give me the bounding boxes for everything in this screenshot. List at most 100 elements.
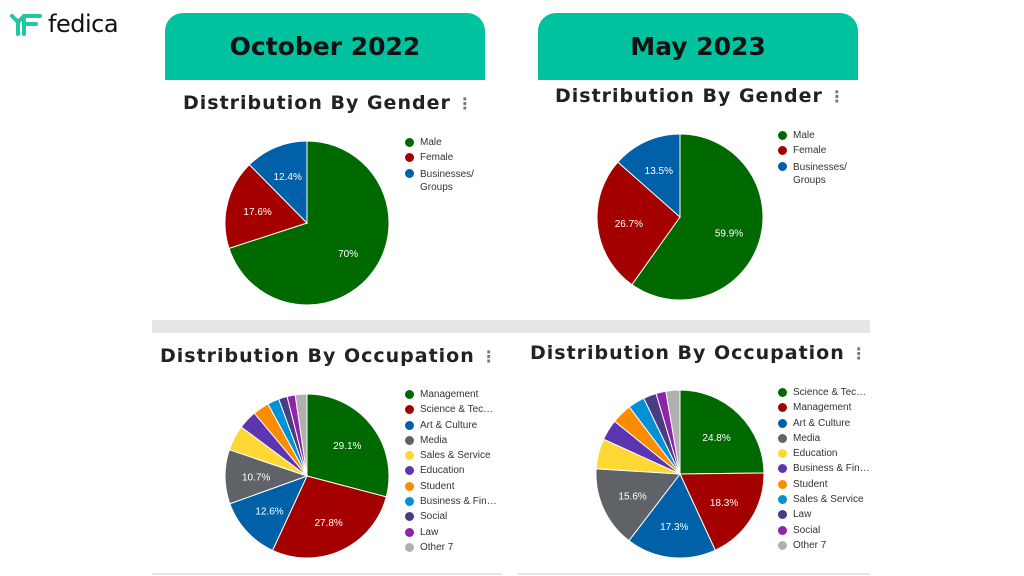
legend-item[interactable]: Science & Tec… <box>778 387 870 402</box>
legend-label: Education <box>793 448 838 460</box>
legend-label: Other 7 <box>420 541 454 553</box>
legend-label: Education <box>420 465 465 477</box>
pie-slice-male[interactable] <box>228 140 390 306</box>
legend: Male Female Businesses/ Groups <box>405 137 480 196</box>
fedica-logo: fedica <box>10 10 119 38</box>
legend-label: Science & Tec… <box>420 404 494 416</box>
legend-item[interactable]: Art & Culture <box>778 418 870 433</box>
legend-item[interactable]: Law <box>405 527 497 542</box>
legend-label: Sales & Service <box>420 450 491 462</box>
more-options-icon[interactable]: ⋮ <box>828 87 845 106</box>
data-label: 59.9% <box>715 229 743 240</box>
legend-label: Sales & Service <box>793 494 864 506</box>
legend-swatch <box>405 435 414 445</box>
legend-label: Media <box>420 434 448 446</box>
legend-label: Female <box>420 152 454 164</box>
legend-swatch <box>778 418 787 428</box>
legend-item[interactable]: Media <box>405 435 497 450</box>
pie-slice-female[interactable] <box>596 161 681 286</box>
more-options-icon[interactable]: ⋮ <box>480 347 497 366</box>
legend-item[interactable]: Business & Fin… <box>405 496 497 511</box>
legend-item[interactable]: Education <box>778 448 870 463</box>
legend: Management Science & Tec… Art & Culture Med… <box>405 389 497 557</box>
data-label: 24.8% <box>702 433 730 444</box>
legend-item[interactable]: Management <box>405 389 497 404</box>
legend-item[interactable]: Other 7 <box>778 540 870 555</box>
legend-item[interactable]: Media <box>778 433 870 448</box>
legend-item[interactable]: Art & Culture <box>405 420 497 435</box>
pie-slice-media[interactable] <box>595 468 681 542</box>
pie-slice-art-culture[interactable] <box>628 473 716 559</box>
legend-swatch <box>778 403 787 413</box>
pie-chart: 29.1% 27.8% 12.6% 10.7% <box>224 393 390 559</box>
chart-title: Distribution By Occupation ⋮ <box>530 342 867 364</box>
separator <box>152 320 870 333</box>
pie-slice-businesses-groups[interactable] <box>248 140 308 225</box>
legend-item[interactable]: Sales & Service <box>778 494 870 509</box>
chart-title-text: Distribution By Occupation <box>160 345 475 367</box>
legend-label: Male <box>420 137 442 148</box>
legend-item[interactable]: Management <box>778 402 870 417</box>
legend-label: Management <box>420 389 479 400</box>
legend-item[interactable]: Other 7 <box>405 542 497 557</box>
legend-item[interactable]: Male <box>778 130 853 145</box>
data-label: 12.6% <box>255 506 283 517</box>
legend-swatch <box>405 138 414 147</box>
legend-label: Law <box>420 526 439 538</box>
legend-swatch <box>778 464 787 474</box>
legend-item[interactable]: Student <box>405 481 497 496</box>
legend-item[interactable]: Businesses/ Groups <box>778 161 853 189</box>
legend-swatch <box>405 466 414 476</box>
chart-title: Distribution By Occupation ⋮ <box>160 345 497 367</box>
pie-slice-male[interactable] <box>631 133 764 301</box>
legend-item[interactable]: Female <box>405 152 480 167</box>
legend-label: Male <box>793 130 815 141</box>
legend-label: Science & Tec… <box>793 387 867 398</box>
legend-label: Law <box>793 509 812 521</box>
fedica-logo-icon <box>10 14 42 36</box>
data-label: 17.3% <box>660 522 688 533</box>
legend-swatch <box>778 161 787 171</box>
legend-label: Student <box>793 478 828 490</box>
pie-slice-art-culture[interactable] <box>229 475 308 552</box>
pie-slice-other-7[interactable] <box>665 389 681 475</box>
pie-slice-female[interactable] <box>224 163 308 249</box>
data-label: 27.8% <box>314 518 342 529</box>
more-options-icon[interactable]: ⋮ <box>456 94 473 113</box>
legend: Science & Tec… Management Art & Culture Med… <box>778 387 870 555</box>
pie-slice-businesses-groups[interactable] <box>617 133 681 219</box>
legend-swatch <box>778 510 787 520</box>
legend-label: Female <box>793 145 827 157</box>
legend-label: Other 7 <box>793 539 827 551</box>
legend-item[interactable]: Social <box>405 511 497 526</box>
legend: Male Female Businesses/ Groups <box>778 130 853 189</box>
chart-title-text: Distribution By Occupation <box>530 342 845 364</box>
legend-item[interactable]: Science & Tec… <box>405 404 497 419</box>
divider <box>152 573 502 575</box>
legend-swatch <box>778 131 787 140</box>
legend-item[interactable]: Business & Fin… <box>778 463 870 478</box>
legend-item[interactable]: Social <box>778 525 870 540</box>
legend-swatch <box>778 495 787 505</box>
data-label: 15.6% <box>618 492 646 503</box>
legend-item[interactable]: Businesses/ Groups <box>405 168 480 196</box>
chart-title: Distribution By Gender ⋮ <box>183 92 473 114</box>
pie-slice-other-7[interactable] <box>294 393 308 477</box>
legend-item[interactable]: Education <box>405 465 497 480</box>
legend-label: Businesses/ Groups <box>420 168 474 193</box>
legend-swatch <box>405 390 414 399</box>
more-options-icon[interactable]: ⋮ <box>850 344 867 363</box>
legend-item[interactable]: Female <box>778 145 853 160</box>
logo-text: fedica <box>48 10 119 38</box>
legend-label: Student <box>420 480 455 492</box>
legend-item[interactable]: Law <box>778 509 870 524</box>
pie-slice-management[interactable] <box>679 472 765 551</box>
legend-item[interactable]: Student <box>778 479 870 494</box>
legend-item[interactable]: Sales & Service <box>405 450 497 465</box>
legend-item[interactable]: Male <box>405 137 480 152</box>
pie-slice-science-tec-[interactable] <box>271 475 387 559</box>
pie-slice-management[interactable] <box>306 393 390 498</box>
pie-slice-science-tec-[interactable] <box>679 389 765 475</box>
legend-label: Social <box>793 524 821 536</box>
data-label: 29.1% <box>333 441 361 452</box>
